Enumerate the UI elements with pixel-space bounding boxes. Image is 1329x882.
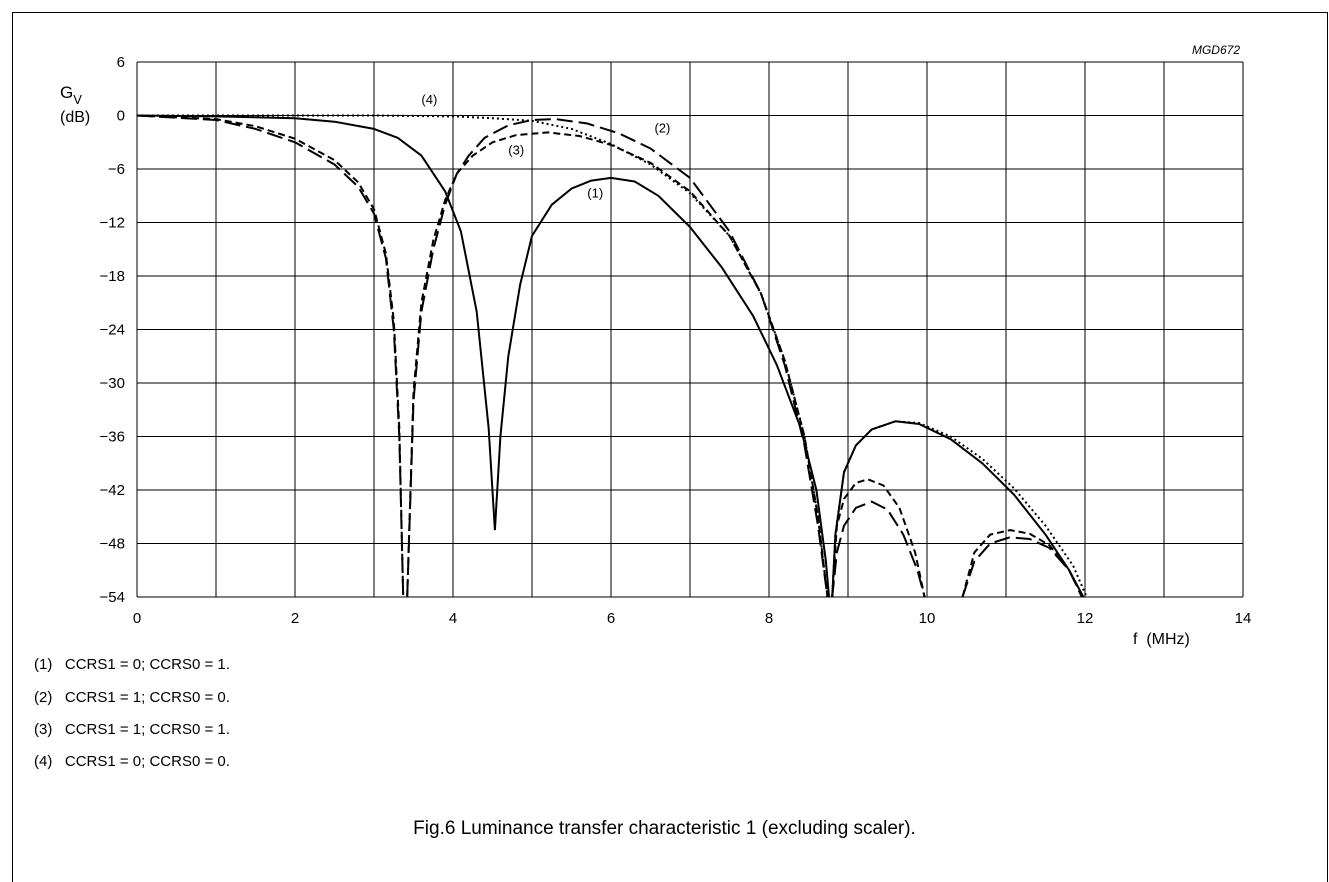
curve-label: (1): [587, 186, 603, 201]
chart-tick-labels: 6 0 −6 −12 −18 −24 −30 −36 −42 −48 −54 0 2 4 6 8 10 12 14: [100, 54, 1252, 627]
y-axis-unit: (dB): [60, 109, 90, 126]
series-line: [136, 114, 496, 531]
y-tick-label: −24: [100, 322, 125, 339]
y-tick-label: 6: [117, 54, 125, 71]
series-line: [831, 420, 1088, 598]
y-tick-label: −48: [100, 536, 125, 553]
legend-note-4: (4) CCRS1 = 0; CCRS0 = 0.: [34, 753, 230, 770]
legend-text: CCRS1 = 0; CCRS0 = 1.: [64, 656, 230, 673]
series-line: [831, 500, 926, 598]
y-axis-label: GV: [60, 83, 82, 107]
legend-text: CCRS1 = 1; CCRS0 = 1.: [64, 721, 230, 738]
y-tick-label: −18: [100, 268, 125, 285]
legend-tag: (4): [34, 753, 53, 770]
figure-frame: [12, 12, 1328, 882]
x-tick-label: 10: [919, 610, 936, 627]
y-axis-symbol: G: [60, 83, 73, 102]
series-line: [136, 114, 405, 598]
y-tick-label: −30: [100, 375, 125, 392]
chart-curves: [136, 114, 1088, 598]
series-3: [136, 114, 1084, 598]
series-line: [137, 114, 829, 598]
legend-text: CCRS1 = 0; CCRS0 = 0.: [64, 753, 230, 770]
y-tick-label: −42: [100, 482, 125, 499]
y-axis-subscript: V: [73, 92, 82, 107]
curve-label: (2): [654, 120, 670, 135]
figure-caption: Fig.6 Luminance transfer characteristic …: [413, 818, 916, 839]
series-line: [406, 118, 829, 598]
y-tick-label: 0: [117, 108, 125, 125]
y-tick-label: −36: [100, 429, 125, 446]
legend-note-2: (2) CCRS1 = 1; CCRS0 = 0.: [34, 689, 230, 706]
chart-grid: [136, 61, 1244, 598]
x-tick-label: 14: [1235, 610, 1252, 627]
series-line: [831, 420, 1085, 598]
x-tick-label: 8: [765, 610, 773, 627]
figure-id: MGD672: [1192, 43, 1240, 57]
curve-label: (3): [508, 143, 524, 158]
legend-note-3: (3) CCRS1 = 1; CCRS0 = 1.: [34, 721, 230, 738]
series-1: [136, 114, 1085, 598]
series-2: [136, 114, 1083, 598]
series-line: [136, 114, 405, 598]
legend-note-1: (1) CCRS1 = 0; CCRS0 = 1.: [34, 656, 230, 673]
x-tick-label: 2: [291, 610, 299, 627]
series-line: [493, 176, 830, 598]
transfer-characteristic-chart: 60−6−12−18−24−30−36−42−48−540 2 4 6 8 10 12 14 …: [60, 43, 1252, 648]
y-tick-label: −12: [100, 215, 125, 232]
chart-curve-labels: (1) (2) (3) (4): [421, 92, 670, 201]
x-tick-label: 12: [1077, 610, 1094, 627]
legend-tag: (1): [34, 656, 53, 673]
curve-label: (4): [421, 92, 437, 107]
x-tick-label: 6: [607, 610, 615, 627]
series-line: [831, 478, 926, 598]
y-tick-label: −54: [100, 589, 125, 606]
x-tick-label: 4: [449, 610, 457, 627]
series-line: [961, 529, 1084, 598]
x-axis-label: f (MHz): [1133, 631, 1190, 648]
legend-text: CCRS1 = 1; CCRS0 = 0.: [64, 689, 230, 706]
x-tick-label: 0: [133, 610, 141, 627]
y-tick-label: −6: [108, 161, 125, 178]
series-line: [406, 131, 829, 598]
legend-tag: (2): [34, 689, 53, 706]
series-4: [137, 114, 1088, 598]
legend-tag: (3): [34, 721, 53, 738]
series-line: [961, 536, 1083, 598]
